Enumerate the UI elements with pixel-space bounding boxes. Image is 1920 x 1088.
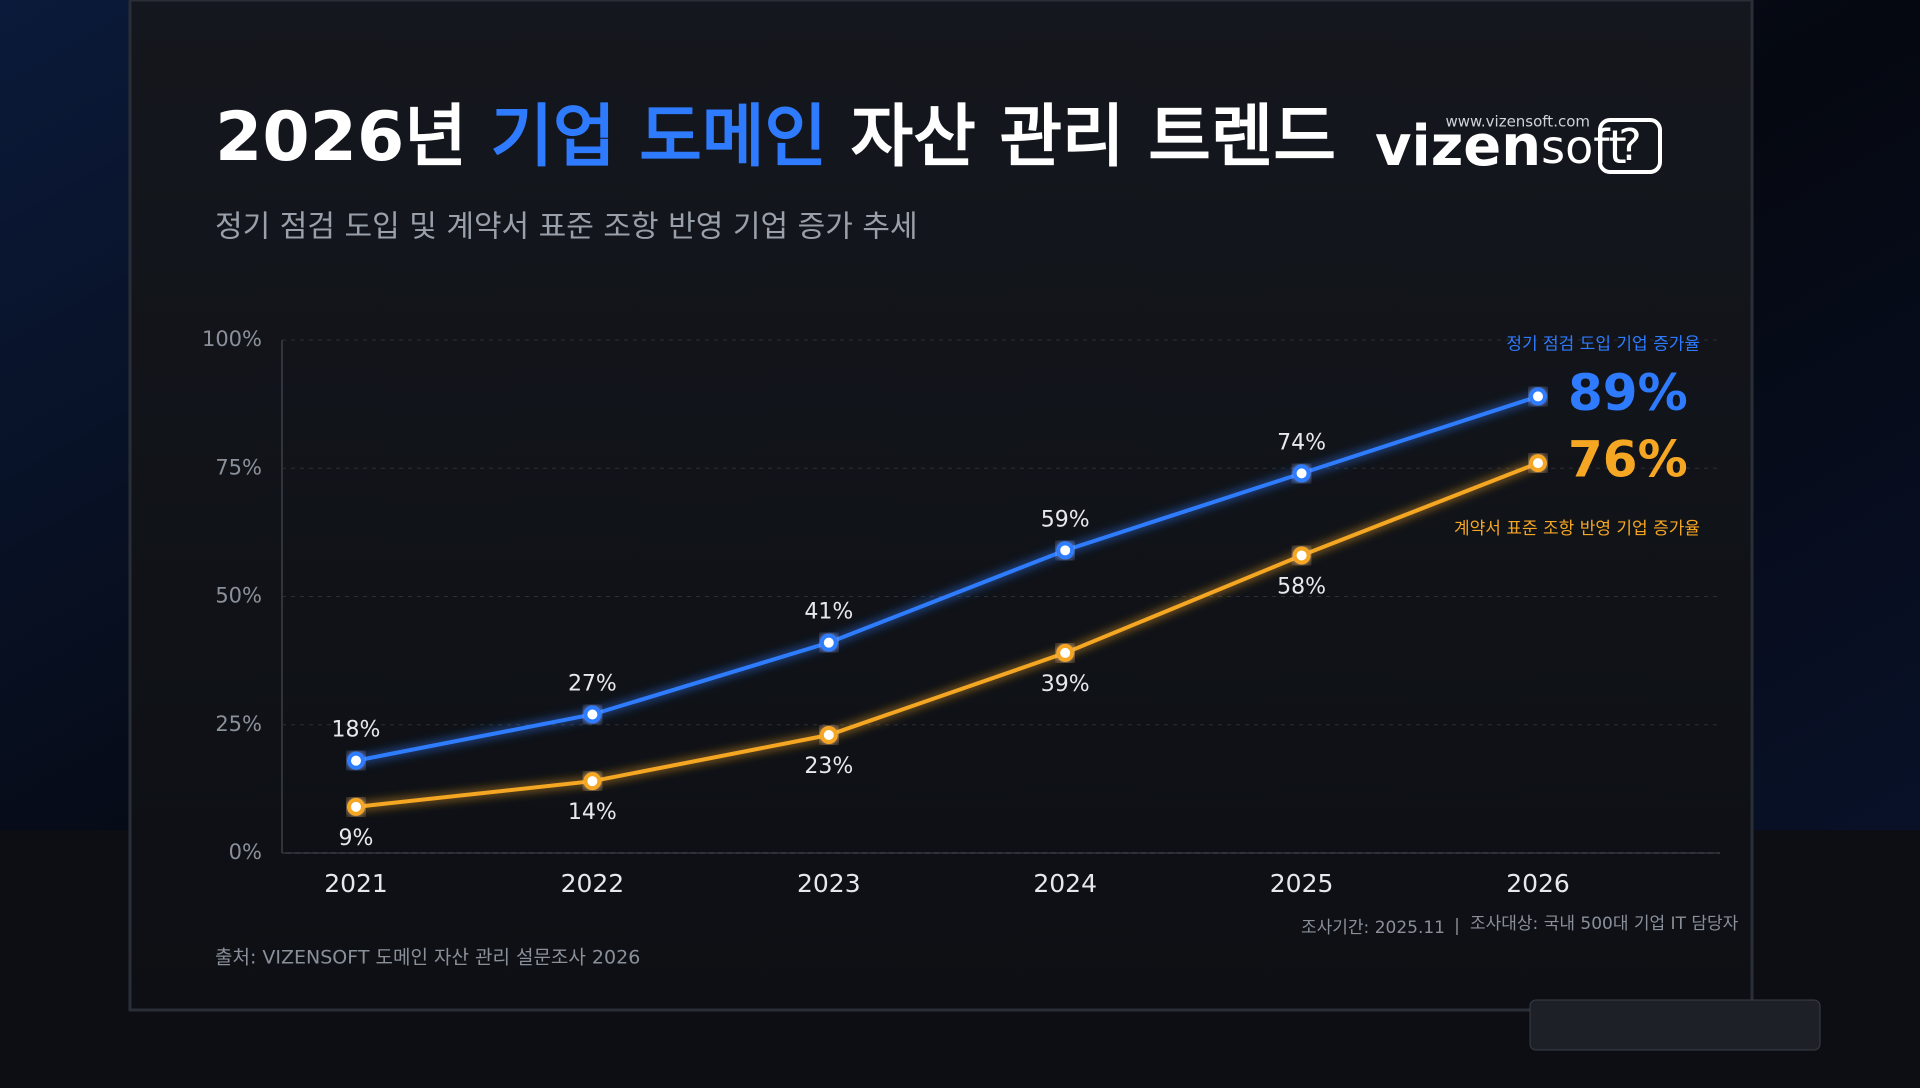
series-line (355, 394, 1539, 763)
y-tick-label: 75% (215, 455, 262, 479)
note: 조사대상: 국내 500대 기업 IT 담당자 (1470, 914, 1739, 934)
data-point (1292, 546, 1311, 565)
logo-icon: ? (1618, 120, 1641, 171)
x-tick-label: 2026 (1506, 869, 1570, 898)
data-point (583, 772, 602, 791)
logo-bubble (1598, 118, 1662, 174)
data-point (819, 633, 838, 652)
separator: | (1454, 916, 1460, 936)
data-point (1056, 643, 1075, 662)
logo-brand: soft (1541, 120, 1627, 174)
logo-text: vizensoft (1375, 114, 1627, 179)
end-label: 76% (1568, 431, 1688, 489)
data-label: 41% (804, 600, 853, 625)
x-tick-label: 2022 (561, 869, 625, 898)
data-label: 14% (568, 800, 617, 825)
data-point (347, 751, 365, 770)
data-point (583, 705, 602, 724)
x-tick-label: 2024 (1033, 869, 1097, 898)
data-label: 74% (1277, 430, 1326, 455)
data-label: 59% (1041, 507, 1090, 532)
data-point (1529, 387, 1547, 406)
legend-label: 계약서 표준 조항 반영 기업 증가율 (1454, 519, 1700, 539)
data-label: 9% (339, 826, 374, 851)
y-tick-label: 25% (215, 712, 262, 736)
x-tick-label: 2025 (1270, 869, 1334, 898)
series-line (355, 461, 1539, 809)
y-tick-label: 100% (202, 327, 262, 351)
laptop (1529, 999, 1821, 1051)
title-part: 자산 관리 트렌드 (827, 98, 1336, 177)
chart-title: 2026년 기업 도메인 자산 관리 트렌드 (215, 98, 1336, 177)
data-label: 27% (568, 671, 617, 696)
legend-label: 정기 점검 도입 기업 증가율 (1506, 334, 1700, 354)
logo-url: www.vizensoft.com (1445, 113, 1590, 131)
data-point (347, 797, 365, 816)
data-label: 23% (804, 754, 853, 779)
note: 조사기간: 2025.11 (1301, 918, 1445, 938)
data-label: 58% (1277, 574, 1326, 599)
y-tick-label: 50% (215, 584, 262, 608)
data-point (819, 726, 838, 745)
data-label: 18% (332, 718, 381, 743)
source: 출처: VIZENSOFT 도메인 자산 관리 설문조사 2026 (215, 947, 640, 969)
data-label: 39% (1041, 672, 1090, 697)
logo-brand: vizen (1375, 114, 1541, 179)
screen (128, 0, 1754, 1012)
data-point (1529, 454, 1547, 473)
y-tick-label: 0% (229, 840, 262, 864)
title-part: 2026년 (215, 98, 491, 177)
x-tick-label: 2023 (797, 869, 861, 898)
chart-subtitle: 정기 점검 도입 및 계약서 표준 조항 반영 기업 증가 추세 (215, 210, 918, 245)
x-tick-label: 2021 (324, 869, 388, 898)
data-point (1292, 464, 1311, 483)
end-label: 89% (1568, 364, 1688, 422)
title-highlight: 기업 도메인 (491, 98, 827, 177)
data-point (1056, 541, 1075, 560)
